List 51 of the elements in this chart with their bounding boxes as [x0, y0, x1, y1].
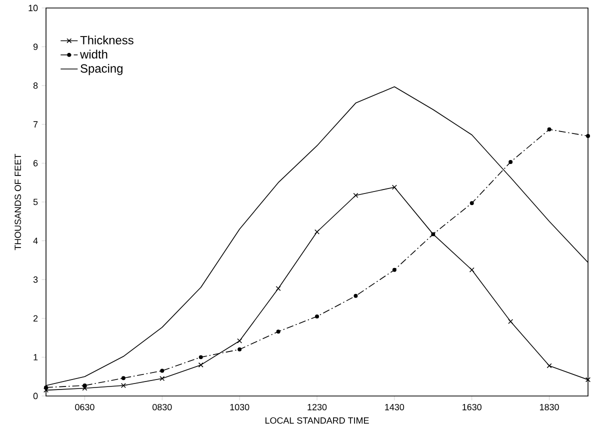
point	[43, 388, 49, 393]
y-tick-label: 10	[28, 4, 38, 12]
y-tick-label: 9	[33, 44, 38, 50]
x-tick-label: 1830	[540, 404, 559, 410]
point	[585, 377, 591, 382]
y-tick-label: 1	[34, 354, 38, 360]
x-tick-label: 1230	[308, 404, 327, 410]
y-tick-label: 0	[33, 392, 38, 400]
point	[392, 184, 397, 190]
point	[276, 286, 281, 292]
y-tick-label: 4	[33, 238, 38, 244]
y-tick-label: 2	[34, 315, 38, 322]
y-axis-title: THOUSANDS OF FEET	[14, 154, 22, 250]
point	[82, 384, 87, 388]
point	[547, 127, 552, 132]
y-tick-label: 6	[34, 160, 38, 166]
y-tick-label: 5	[33, 198, 38, 206]
point	[198, 355, 203, 360]
point	[237, 338, 242, 344]
x-tick-label: 1030	[230, 404, 250, 410]
point	[120, 382, 126, 388]
point	[392, 268, 396, 272]
point	[353, 192, 358, 198]
point	[314, 229, 320, 234]
point	[198, 362, 204, 368]
point	[276, 330, 280, 334]
x-tick-label: 1430	[385, 404, 404, 410]
legend-label: Thickness	[80, 36, 134, 44]
point	[160, 368, 164, 373]
point	[121, 376, 126, 380]
legend-label: Spacing	[80, 64, 122, 76]
y-tick-label: 3	[33, 276, 38, 283]
point	[238, 347, 242, 352]
x-tick-label: 1630	[462, 404, 482, 410]
point	[160, 376, 165, 382]
point	[82, 386, 88, 391]
y-tick-label: 8	[33, 82, 38, 89]
legend-label: width	[80, 50, 108, 59]
point	[469, 267, 474, 272]
point	[315, 314, 319, 318]
point	[586, 134, 590, 138]
x-tick-label: 0830	[152, 404, 172, 410]
point	[470, 201, 474, 206]
x-axis-title: LOCAL STANDARD TIME	[266, 417, 369, 424]
point	[508, 318, 514, 324]
x-tick-label: 0630	[75, 404, 94, 410]
point	[546, 363, 552, 368]
point	[354, 294, 358, 298]
point	[508, 160, 513, 164]
y-tick-label: 7	[34, 121, 38, 128]
point	[44, 385, 48, 390]
